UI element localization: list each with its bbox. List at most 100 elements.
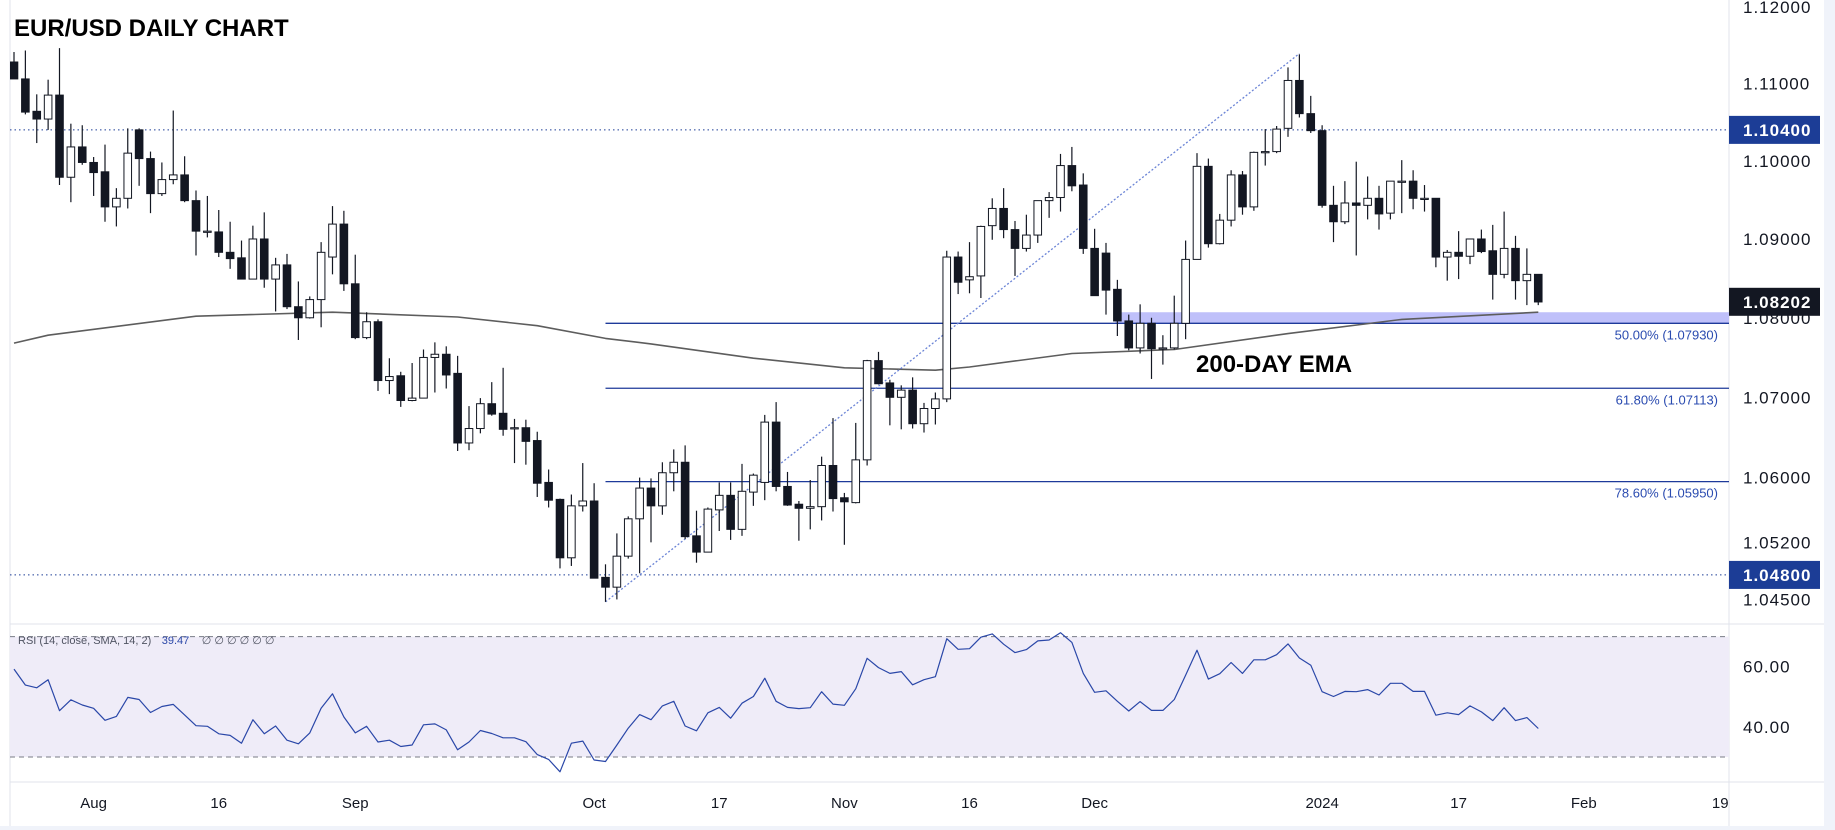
candle-body-down bbox=[1477, 238, 1486, 253]
candle bbox=[191, 190, 201, 256]
candle-body-up bbox=[987, 207, 997, 227]
candle bbox=[1511, 235, 1520, 300]
candle-body-up bbox=[123, 152, 133, 199]
candle-body-down bbox=[692, 535, 701, 553]
candle bbox=[10, 52, 19, 80]
candle bbox=[1078, 173, 1088, 254]
chart-title: EUR/USD DAILY CHART bbox=[14, 15, 289, 42]
candle-body-up bbox=[1260, 151, 1270, 154]
candle-body-up bbox=[66, 146, 76, 178]
candle bbox=[851, 422, 861, 504]
candle bbox=[1442, 249, 1452, 281]
candle-body-down bbox=[453, 372, 462, 444]
candle-body-up bbox=[714, 494, 724, 511]
candle bbox=[1533, 273, 1543, 306]
candle bbox=[180, 156, 189, 203]
time-axis-label: Sep bbox=[342, 795, 369, 812]
candle bbox=[55, 48, 64, 186]
candle bbox=[1192, 153, 1202, 260]
price-axis-label: 1.05200 bbox=[1743, 533, 1811, 552]
candle-body-down bbox=[1408, 180, 1418, 199]
candle-body-down bbox=[32, 110, 42, 120]
candle-body-down bbox=[1124, 320, 1134, 349]
candle-body-down bbox=[908, 389, 917, 425]
candle-body-down bbox=[1295, 79, 1304, 115]
candle-body-up bbox=[862, 360, 872, 461]
candle bbox=[1101, 242, 1111, 315]
candle bbox=[1147, 317, 1156, 379]
fib-level-label: 61.80% (1.07113) bbox=[1616, 392, 1718, 407]
candle bbox=[726, 482, 735, 540]
candle-body-up bbox=[362, 321, 371, 339]
candle-body-up bbox=[851, 459, 861, 504]
candle bbox=[953, 251, 963, 295]
candle-body-down bbox=[1488, 250, 1498, 275]
candle-body-down bbox=[1010, 229, 1020, 249]
candle-body-up bbox=[1397, 180, 1407, 183]
candle bbox=[840, 492, 849, 545]
ema200-line bbox=[13, 311, 1539, 372]
candle bbox=[555, 498, 565, 569]
candle bbox=[259, 212, 269, 288]
candle bbox=[760, 414, 770, 501]
candle bbox=[32, 94, 42, 144]
candle bbox=[237, 240, 246, 280]
candle bbox=[316, 242, 326, 328]
time-axis-label: 16 bbox=[961, 795, 978, 812]
rsi-legend: RSI (14, close, SMA, 14, 2) 39.47 ∅ ∅ ∅ … bbox=[18, 631, 275, 648]
candle bbox=[373, 319, 383, 391]
candle-body-down bbox=[1090, 247, 1099, 297]
candle-body-down bbox=[100, 171, 110, 208]
time-axis-label: Oct bbox=[582, 795, 606, 812]
candle-body-down bbox=[1147, 322, 1156, 350]
candle bbox=[385, 358, 394, 395]
candle bbox=[339, 210, 349, 291]
candle-body-up bbox=[1044, 197, 1054, 202]
candle bbox=[1386, 180, 1395, 220]
price-level-tag-label: 1.04800 bbox=[1743, 566, 1811, 585]
trendline bbox=[605, 53, 1300, 603]
candle-body-up bbox=[567, 505, 576, 559]
price-axis-label: 1.04500 bbox=[1743, 590, 1811, 609]
candle-body-down bbox=[21, 78, 30, 113]
candle bbox=[589, 483, 599, 579]
candle-body-down bbox=[840, 497, 849, 503]
candle-body-down bbox=[601, 576, 610, 588]
candle-body-down bbox=[146, 158, 155, 195]
candle bbox=[1090, 228, 1099, 297]
time-axis-label: 17 bbox=[711, 795, 728, 812]
candle-body-down bbox=[1113, 288, 1122, 322]
candle-body-down bbox=[794, 503, 804, 509]
candle bbox=[430, 342, 440, 393]
candle-body-up bbox=[271, 264, 280, 280]
price-axis-label: 1.12000 bbox=[1743, 0, 1811, 17]
candle-body-down bbox=[999, 207, 1008, 231]
candle bbox=[1056, 153, 1065, 212]
fib-level-label: 78.60% (1.05950) bbox=[1615, 486, 1718, 501]
candle bbox=[1204, 158, 1213, 248]
rsi-line bbox=[13, 632, 1539, 773]
candle-body-up bbox=[805, 506, 815, 509]
candle bbox=[1113, 279, 1122, 337]
candle-body-up bbox=[737, 490, 747, 530]
candle bbox=[703, 507, 713, 553]
candle-body-down bbox=[1317, 130, 1327, 206]
price-pane[interactable]: 50.00% (1.07930) 61.80% (1.07113) 78.60% (… bbox=[10, 48, 1729, 603]
candle-body-down bbox=[487, 403, 497, 415]
rsi-pane[interactable] bbox=[10, 632, 1729, 773]
rsi-legend-extra: ∅ ∅ ∅ ∅ ∅ ∅ bbox=[202, 635, 275, 647]
candle bbox=[1306, 95, 1316, 133]
candle-body-down bbox=[771, 421, 781, 487]
candle bbox=[1420, 185, 1429, 212]
candle-body-down bbox=[1329, 204, 1338, 223]
candle-body-down bbox=[555, 498, 565, 559]
candle bbox=[965, 242, 974, 294]
candle bbox=[248, 225, 258, 280]
candle-body-up bbox=[1522, 273, 1532, 282]
candle-body-up bbox=[510, 427, 519, 430]
candle bbox=[783, 471, 792, 506]
candle-body-up bbox=[703, 508, 713, 553]
candle-body-up bbox=[635, 487, 644, 520]
candle-body-up bbox=[1169, 322, 1179, 349]
candle bbox=[89, 157, 98, 196]
